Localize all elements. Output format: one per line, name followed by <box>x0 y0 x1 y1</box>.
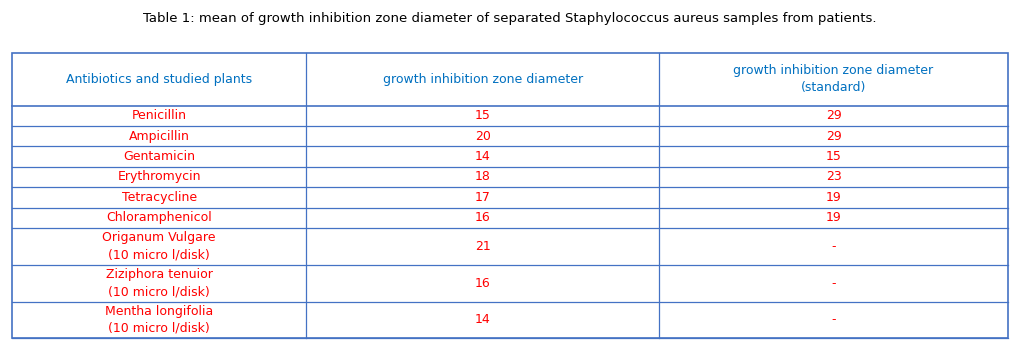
Text: Penicillin: Penicillin <box>131 109 186 122</box>
Bar <box>12 53 1007 338</box>
Text: 23: 23 <box>824 170 841 184</box>
Text: 17: 17 <box>474 191 490 204</box>
Text: Antibiotics and studied plants: Antibiotics and studied plants <box>66 73 252 86</box>
Text: -: - <box>830 313 835 326</box>
Text: 19: 19 <box>824 191 841 204</box>
Text: Tetracycline: Tetracycline <box>121 191 197 204</box>
Text: 15: 15 <box>824 150 841 163</box>
Text: 20: 20 <box>474 130 490 143</box>
Text: growth inhibition zone diameter
(standard): growth inhibition zone diameter (standar… <box>733 64 932 94</box>
Text: 14: 14 <box>474 150 490 163</box>
Text: -: - <box>830 277 835 290</box>
Text: -: - <box>830 240 835 253</box>
Text: Erythromycin: Erythromycin <box>117 170 201 184</box>
Text: Mentha longifolia
(10 micro l/disk): Mentha longifolia (10 micro l/disk) <box>105 305 213 335</box>
Text: 21: 21 <box>474 240 490 253</box>
Text: Ziziphora tenuior
(10 micro l/disk): Ziziphora tenuior (10 micro l/disk) <box>106 268 212 298</box>
Text: 15: 15 <box>474 109 490 122</box>
Text: 19: 19 <box>824 211 841 224</box>
Text: Gentamicin: Gentamicin <box>123 150 195 163</box>
Text: Table 1: mean of growth inhibition zone diameter of separated Staphylococcus aur: Table 1: mean of growth inhibition zone … <box>143 12 876 25</box>
Text: 16: 16 <box>474 277 490 290</box>
Text: Chloramphenicol: Chloramphenicol <box>106 211 212 224</box>
Text: 18: 18 <box>474 170 490 184</box>
Text: 29: 29 <box>824 109 841 122</box>
Text: 16: 16 <box>474 211 490 224</box>
Text: 14: 14 <box>474 313 490 326</box>
Text: Ampicillin: Ampicillin <box>128 130 190 143</box>
Text: 29: 29 <box>824 130 841 143</box>
Text: Origanum Vulgare
(10 micro l/disk): Origanum Vulgare (10 micro l/disk) <box>102 232 216 261</box>
Text: growth inhibition zone diameter: growth inhibition zone diameter <box>382 73 582 86</box>
